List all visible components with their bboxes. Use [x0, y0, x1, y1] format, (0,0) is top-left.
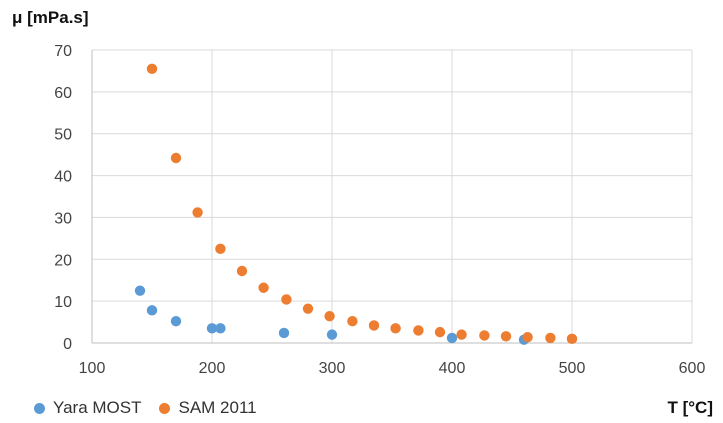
- data-point-yara-most: [278, 327, 290, 339]
- x-tick-label: 300: [319, 360, 346, 377]
- y-axis-label: μ [mPa.s]: [12, 8, 89, 27]
- legend-marker-sam-2011: [159, 402, 171, 414]
- legend-label-yara-most: Yara MOST: [53, 398, 142, 417]
- y-tick-label: 30: [54, 210, 72, 227]
- data-point-yara-most: [134, 285, 146, 296]
- y-tick-label: 60: [54, 85, 72, 102]
- data-point-yara-most: [215, 323, 226, 334]
- data-point-sam-2011: [146, 63, 158, 75]
- data-point-yara-most: [446, 332, 458, 344]
- y-tick-label: 20: [54, 252, 72, 269]
- y-tick-label: 0: [63, 336, 72, 353]
- x-tick-label: 500: [559, 360, 586, 377]
- data-point-sam-2011: [368, 320, 380, 331]
- axes: [91, 50, 692, 344]
- y-tick-label: 70: [54, 43, 72, 60]
- data-point-sam-2011: [566, 333, 578, 345]
- legend-item-sam-2011: SAM 2011: [159, 398, 257, 418]
- data-point-sam-2011: [324, 311, 335, 322]
- data-point-sam-2011: [390, 323, 401, 334]
- data-point-sam-2011: [500, 331, 512, 342]
- x-axis-label: T [°C]: [667, 398, 713, 417]
- legend-item-yara-most: Yara MOST: [34, 398, 141, 418]
- data-point-sam-2011: [479, 330, 490, 341]
- legend-marker-yara-most: [34, 402, 45, 414]
- y-tick-label: 50: [54, 127, 72, 144]
- data-point-sam-2011: [413, 325, 424, 336]
- data-point-yara-most: [206, 323, 218, 334]
- legend-label-sam-2011: SAM 2011: [178, 398, 257, 417]
- data-point-yara-most: [170, 316, 182, 327]
- x-tick-label: 600: [679, 360, 706, 377]
- data-point-sam-2011: [281, 294, 292, 305]
- data-point-yara-most: [326, 329, 338, 340]
- data-point-sam-2011: [170, 152, 182, 164]
- x-tick-label: 400: [439, 360, 466, 377]
- data-point-sam-2011: [258, 282, 269, 293]
- data-point-sam-2011: [215, 243, 226, 255]
- grid-lines: [92, 49, 693, 343]
- data-points: [134, 63, 578, 345]
- data-point-sam-2011: [456, 329, 467, 340]
- data-point-yara-most: [146, 305, 158, 316]
- x-tick-label: 100: [79, 360, 106, 377]
- data-point-sam-2011: [192, 207, 203, 218]
- x-tick-label: 200: [199, 360, 226, 377]
- y-tick-label: 10: [54, 294, 72, 311]
- data-point-sam-2011: [522, 331, 533, 343]
- data-point-sam-2011: [302, 303, 314, 314]
- legend: Yara MOST SAM 2011: [34, 398, 275, 418]
- data-point-sam-2011: [434, 326, 446, 338]
- data-point-sam-2011: [545, 332, 556, 344]
- y-tick-label: 40: [54, 169, 72, 186]
- data-point-sam-2011: [236, 265, 248, 277]
- tick-labels: 0 10 20 30 40 50 60 70 100 200 300 400 500 600: [54, 43, 705, 377]
- data-point-sam-2011: [347, 316, 358, 327]
